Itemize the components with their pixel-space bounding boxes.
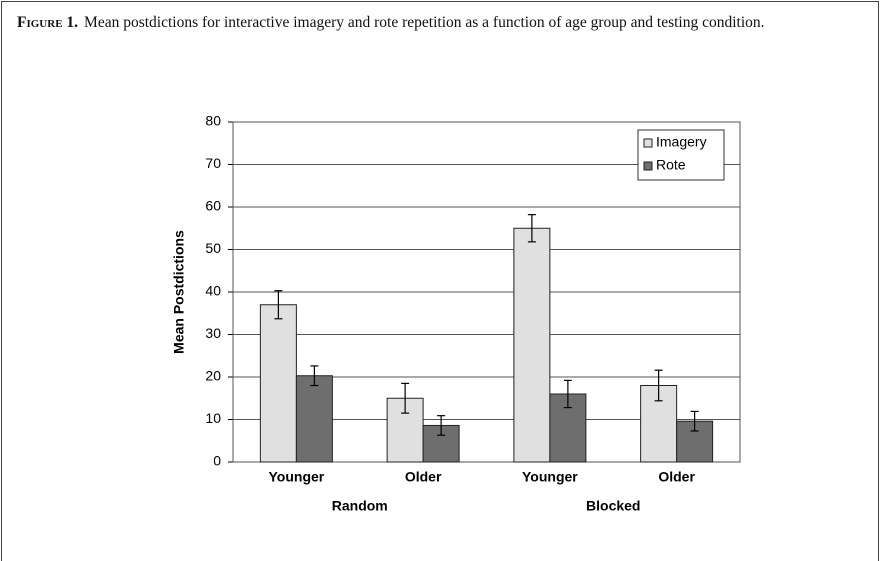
y-tick-label: 0 [213,453,221,469]
legend-swatch [643,138,653,148]
legend-label: Rote [656,157,686,173]
group-label: Blocked [586,498,640,514]
y-tick-label: 10 [205,410,221,426]
bar [295,375,333,463]
y-tick-label: 70 [205,155,221,171]
error-bar [274,290,283,320]
error-bar [527,214,536,243]
y-tick-label: 30 [205,325,221,341]
legend-swatch [643,161,653,171]
y-tick-label: 40 [205,283,221,299]
error-bar [310,365,319,387]
plot-border [232,121,741,463]
x-tick-label: Older [658,469,695,485]
y-axis-title: Mean Postdictions [171,230,187,354]
y-tick-label: 50 [205,240,221,256]
x-tick-label: Younger [269,469,325,485]
bar [259,304,297,463]
figure-caption: Figure 1. Mean postdictions for interacti… [17,12,817,33]
x-tick-label: Younger [522,469,578,485]
error-bar [690,410,699,432]
y-tick-label: 20 [205,368,221,384]
x-tick-label: Older [405,469,442,485]
caption-text: Mean postdictions for interactive imager… [84,14,765,31]
error-bar [654,369,663,402]
error-bar [401,382,410,414]
y-tick-label: 60 [205,198,221,214]
legend-label: Imagery [656,134,707,150]
figure-label: Figure 1. [17,14,79,31]
legend-box [637,129,725,181]
group-label: Random [332,498,388,514]
bar [513,227,551,463]
error-bar [437,415,446,436]
error-bar [563,379,572,409]
y-tick-label: 80 [205,113,221,129]
